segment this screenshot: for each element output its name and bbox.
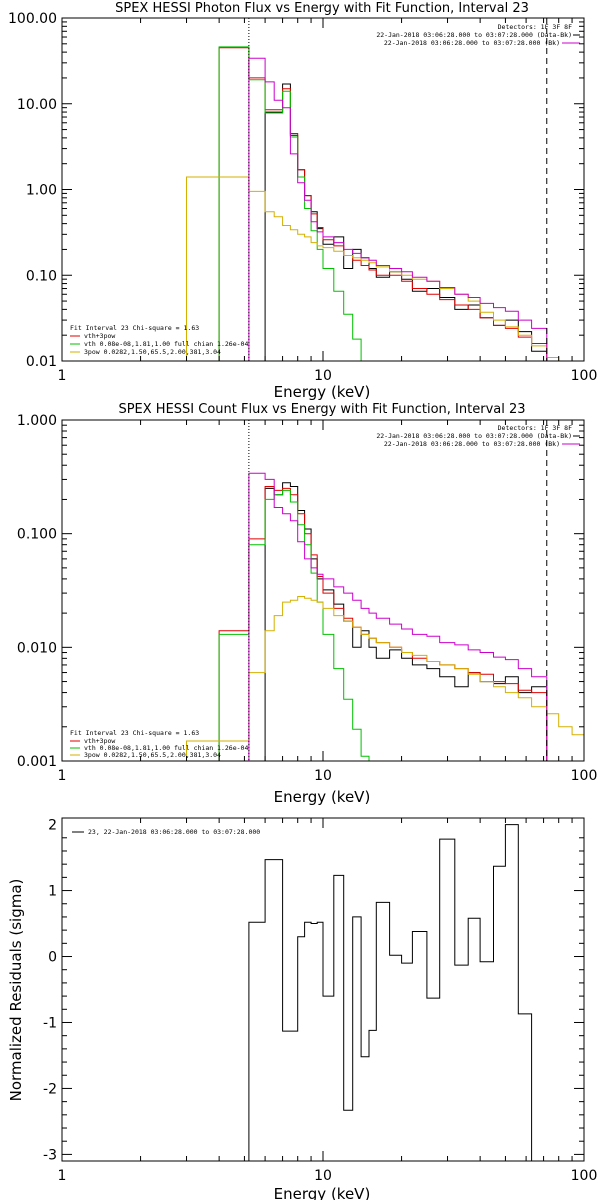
photon-fit-line-1: vth+3pow <box>84 332 115 340</box>
photon-data-interval-line: 22-Jan-2018 03:06:28.000 to 03:07:28.000… <box>376 31 572 39</box>
count-fit-legend: Fit Interval 23 Chi-square = 1.63 vth+3p… <box>70 729 248 759</box>
photon-fit-legend: Fit Interval 23 Chi-square = 1.63 vth+3p… <box>70 324 248 356</box>
x-tick-label: 10 <box>314 768 332 784</box>
photon-x-axis-label: Energy (keV) <box>274 383 371 401</box>
count-chart-title: SPEX HESSI Count Flux vs Energy with Fit… <box>118 402 525 417</box>
y-tick-label: 0.010 <box>17 640 57 656</box>
photon-fit-line-3: 3pow 0.0282,1.50,65.5,2.00,381,3.04 <box>84 348 221 356</box>
series-line-2 <box>218 46 369 362</box>
y-tick-label: 0.01 <box>26 354 57 370</box>
photon-fit-line-2: vth 0.08e-08,1.81,1.00 full chian 1.26e-… <box>84 340 248 348</box>
y-tick-label: 1.000 <box>17 413 57 429</box>
photon-detectors-line: Detectors: 1F 3F 8F <box>498 23 572 31</box>
y-tick-label: 1.00 <box>26 183 57 199</box>
y-tick-label: 0 <box>48 950 57 966</box>
residuals-x-axis-label: Energy (keV) <box>274 1185 371 1200</box>
series-line-4 <box>248 57 548 361</box>
residuals-plot-area: -3 -2 -1 0 1 2 1 10 100 <box>43 817 598 1184</box>
photon-bk-interval-line: 22-Jan-2018 03:06:28.000 to 03:07:28.000… <box>384 39 560 47</box>
photon-plot-frame <box>61 17 585 362</box>
count-x-axis-label: Energy (keV) <box>274 788 371 806</box>
count-plot-frame <box>61 419 585 762</box>
series-line-4 <box>248 472 548 761</box>
y-tick-label: -1 <box>43 1015 57 1031</box>
x-tick-label: 10 <box>314 368 332 384</box>
y-tick-label: 0.100 <box>17 527 57 543</box>
y-tick-label: 100.00 <box>8 11 57 27</box>
count-fit-line-2: vth 0.08e-08,1.81,1.00 full chian 1.26e-… <box>84 744 248 752</box>
count-header: Detectors: 1F 3F 8F 22-Jan-2018 03:06:28… <box>376 424 580 448</box>
series-line-3 <box>186 596 585 761</box>
series-line-0 <box>264 83 548 361</box>
x-tick-label: 1 <box>58 768 67 784</box>
residuals-step-line <box>248 824 547 1162</box>
count-data-interval-line: 22-Jan-2018 03:06:28.000 to 03:07:28.000… <box>376 432 572 440</box>
y-tick-label: 10.00 <box>17 97 57 113</box>
y-tick-label: 0.001 <box>17 754 57 770</box>
x-tick-label: 100 <box>571 1168 598 1184</box>
y-tick-label: -2 <box>43 1081 57 1097</box>
y-tick-label: 2 <box>48 818 57 834</box>
series-line-1 <box>218 486 548 761</box>
photon-chart-title: SPEX HESSI Photon Flux vs Energy with Fi… <box>115 1 529 16</box>
y-tick-label: 0.10 <box>26 268 57 284</box>
count-fit-line-1: vth+3pow <box>84 737 115 745</box>
series-line-2 <box>218 489 370 761</box>
y-tick-label: -3 <box>43 1147 57 1163</box>
residuals-y-axis-label: Normalized Residuals (sigma) <box>7 879 25 1102</box>
photon-fit-line-0: Fit Interval 23 Chi-square = 1.63 <box>70 324 199 332</box>
residuals-legend-text: 23, 22-Jan-2018 03:06:28.000 to 03:07:28… <box>88 828 260 836</box>
count-detectors-line: Detectors: 1F 3F 8F <box>498 424 572 432</box>
x-tick-label: 100 <box>571 368 598 384</box>
series-line-0 <box>264 482 548 761</box>
residuals-plot-frame <box>61 817 585 1162</box>
count-bk-interval-line: 22-Jan-2018 03:06:28.000 to 03:07:28.000… <box>384 440 560 448</box>
residuals-panel: -3 -2 -1 0 1 2 1 10 100 Energy (keV) Normalized… <box>7 817 598 1200</box>
x-tick-label: 10 <box>314 1168 332 1184</box>
residuals-legend: 23, 22-Jan-2018 03:06:28.000 to 03:07:28… <box>72 828 260 836</box>
count-flux-panel: SPEX HESSI Count Flux vs Energy with Fit… <box>17 402 597 806</box>
photon-plot-area: 0.01 0.10 1.00 10.00 100.00 1 10 100 <box>8 11 597 384</box>
photon-flux-panel: SPEX HESSI Photon Flux vs Energy with Fi… <box>8 1 597 401</box>
x-tick-label: 1 <box>58 368 67 384</box>
series-line-3 <box>186 176 573 362</box>
photon-header: Detectors: 1F 3F 8F 22-Jan-2018 03:06:28… <box>376 23 580 47</box>
y-tick-label: 1 <box>48 884 57 900</box>
x-tick-label: 1 <box>58 1168 67 1184</box>
series-line-1 <box>218 47 548 361</box>
count-plot-area: 0.001 0.010 0.100 1.000 1 10 100 <box>17 413 597 784</box>
count-fit-line-0: Fit Interval 23 Chi-square = 1.63 <box>70 729 199 737</box>
count-fit-line-3: 3pow 0.0282,1.50,65.5,2.00,381,3.04 <box>84 751 221 759</box>
x-tick-label: 100 <box>571 768 598 784</box>
